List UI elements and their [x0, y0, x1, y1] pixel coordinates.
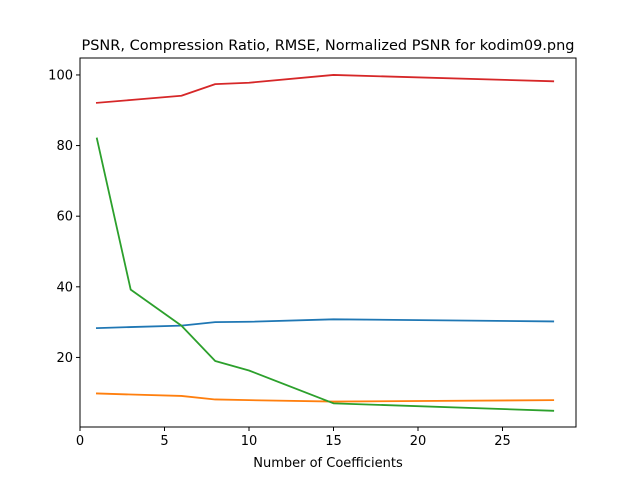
y-tick-label: 100: [48, 68, 73, 83]
x-tick-label: 10: [241, 434, 258, 449]
y-tick-label: 40: [56, 280, 73, 295]
series-line-2: [95, 392, 555, 403]
series-line-4: [95, 74, 555, 104]
x-tick-label: 0: [76, 434, 84, 449]
x-axis-label: Number of Coefficients: [253, 456, 403, 471]
x-tick-label: 20: [410, 434, 427, 449]
series-line-3: [95, 137, 555, 412]
x-tick-label: 25: [494, 434, 511, 449]
y-tick-label: 80: [56, 139, 73, 154]
y-tick-label: 20: [56, 351, 73, 366]
tick-layer: 0 5 10 15 20 25 20 40 60 80 100: [48, 68, 511, 449]
x-tick-label: 15: [325, 434, 342, 449]
series-layer: [95, 74, 555, 412]
series-line-1: [95, 318, 555, 330]
plot-frame: [79, 57, 577, 428]
chart-title: PSNR, Compression Ratio, RMSE, Normalize…: [81, 38, 574, 54]
x-tick-label: 5: [160, 434, 168, 449]
y-tick-label: 60: [56, 210, 73, 225]
